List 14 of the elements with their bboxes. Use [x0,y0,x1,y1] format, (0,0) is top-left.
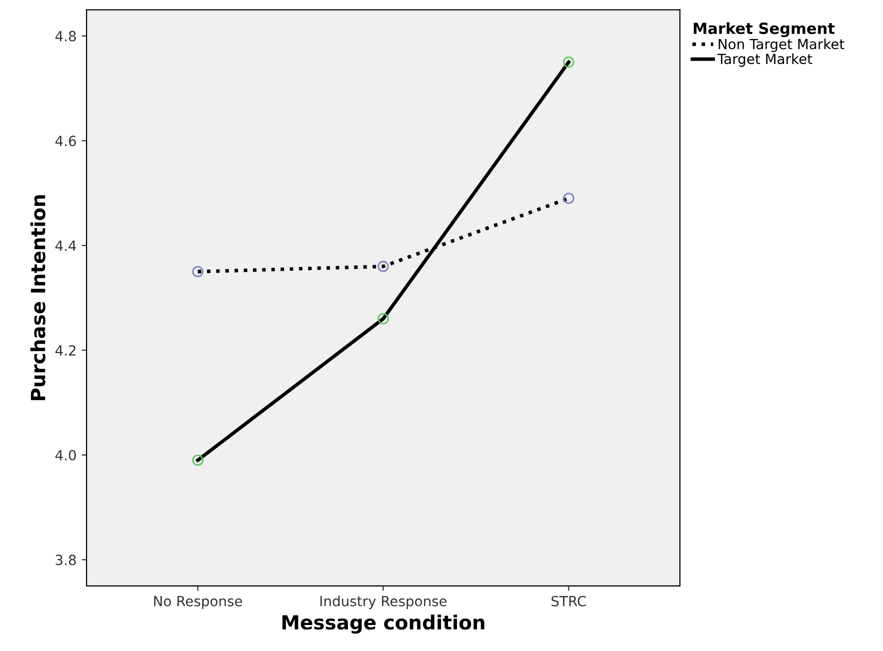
y-tick-label: 4.4 [55,240,76,251]
legend-title: Market Segment [694,22,835,38]
legend-label: Non Target Market [718,38,844,52]
y-tick-label: 4.6 [55,136,76,146]
y-tick-label: 4.8 [55,30,76,42]
y-tick-label: 4.2 [55,345,76,356]
x-tick-label: STRC [552,596,586,606]
legend-label: Target Market [717,53,812,67]
x-axis-title: Message condition [282,614,484,634]
y-axis-title: Purchase Intention [30,195,46,400]
y-tick-label: 4.0 [55,450,76,460]
x-tick-label: No Response [154,596,242,610]
y-tick-label: 3.8 [56,554,76,566]
x-tick-label: Industry Response [320,596,447,610]
